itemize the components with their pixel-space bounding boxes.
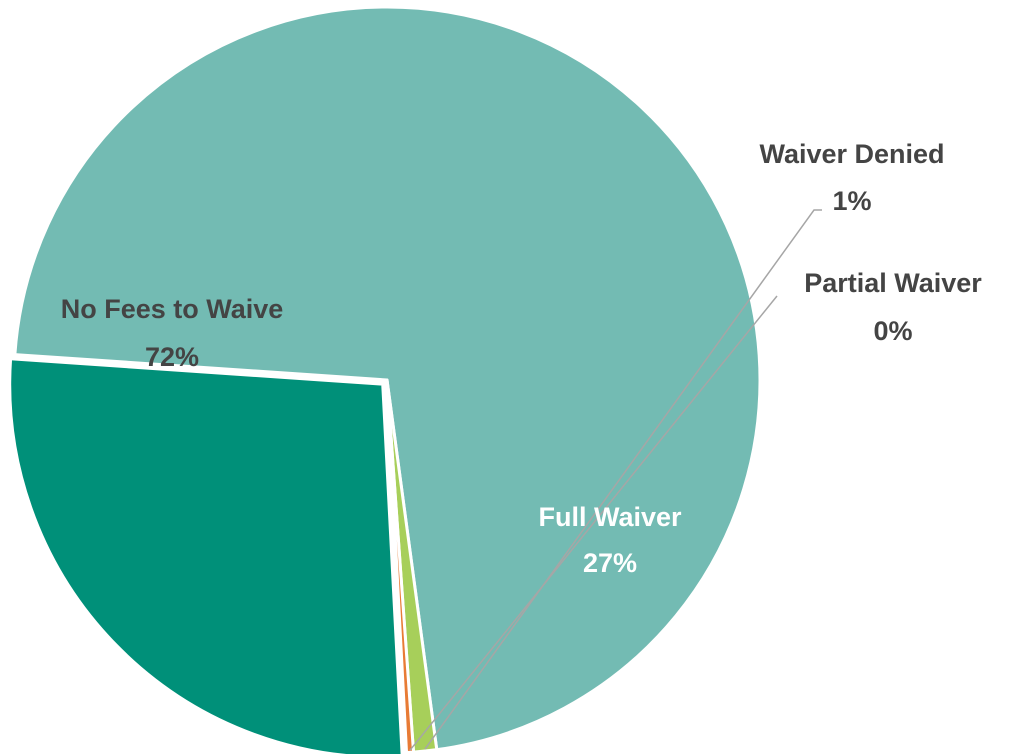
pie-slice-partial-waiver [385,378,416,754]
slice-label-full-waiver: Full Waiver [538,502,682,532]
slice-label-partial-waiver: Partial Waiver [804,268,982,298]
pie-slice-full-waiver [8,357,404,754]
leader-line-waiver-denied [424,209,822,750]
slice-percent-full-waiver: 27% [583,548,637,578]
slice-percent-partial-waiver: 0% [873,316,912,346]
pie-slices [8,5,762,754]
slice-percent-no-fees-to-waive: 72% [145,342,199,372]
slice-percent-waiver-denied: 1% [832,186,871,216]
slice-label-no-fees-to-waive: No Fees to Waive [61,294,284,324]
pie-slice-no-fees-to-waive [13,5,762,752]
leader-line-partial-waiver [409,295,778,751]
leader-lines [409,209,822,751]
slice-label-waiver-denied: Waiver Denied [759,139,944,169]
